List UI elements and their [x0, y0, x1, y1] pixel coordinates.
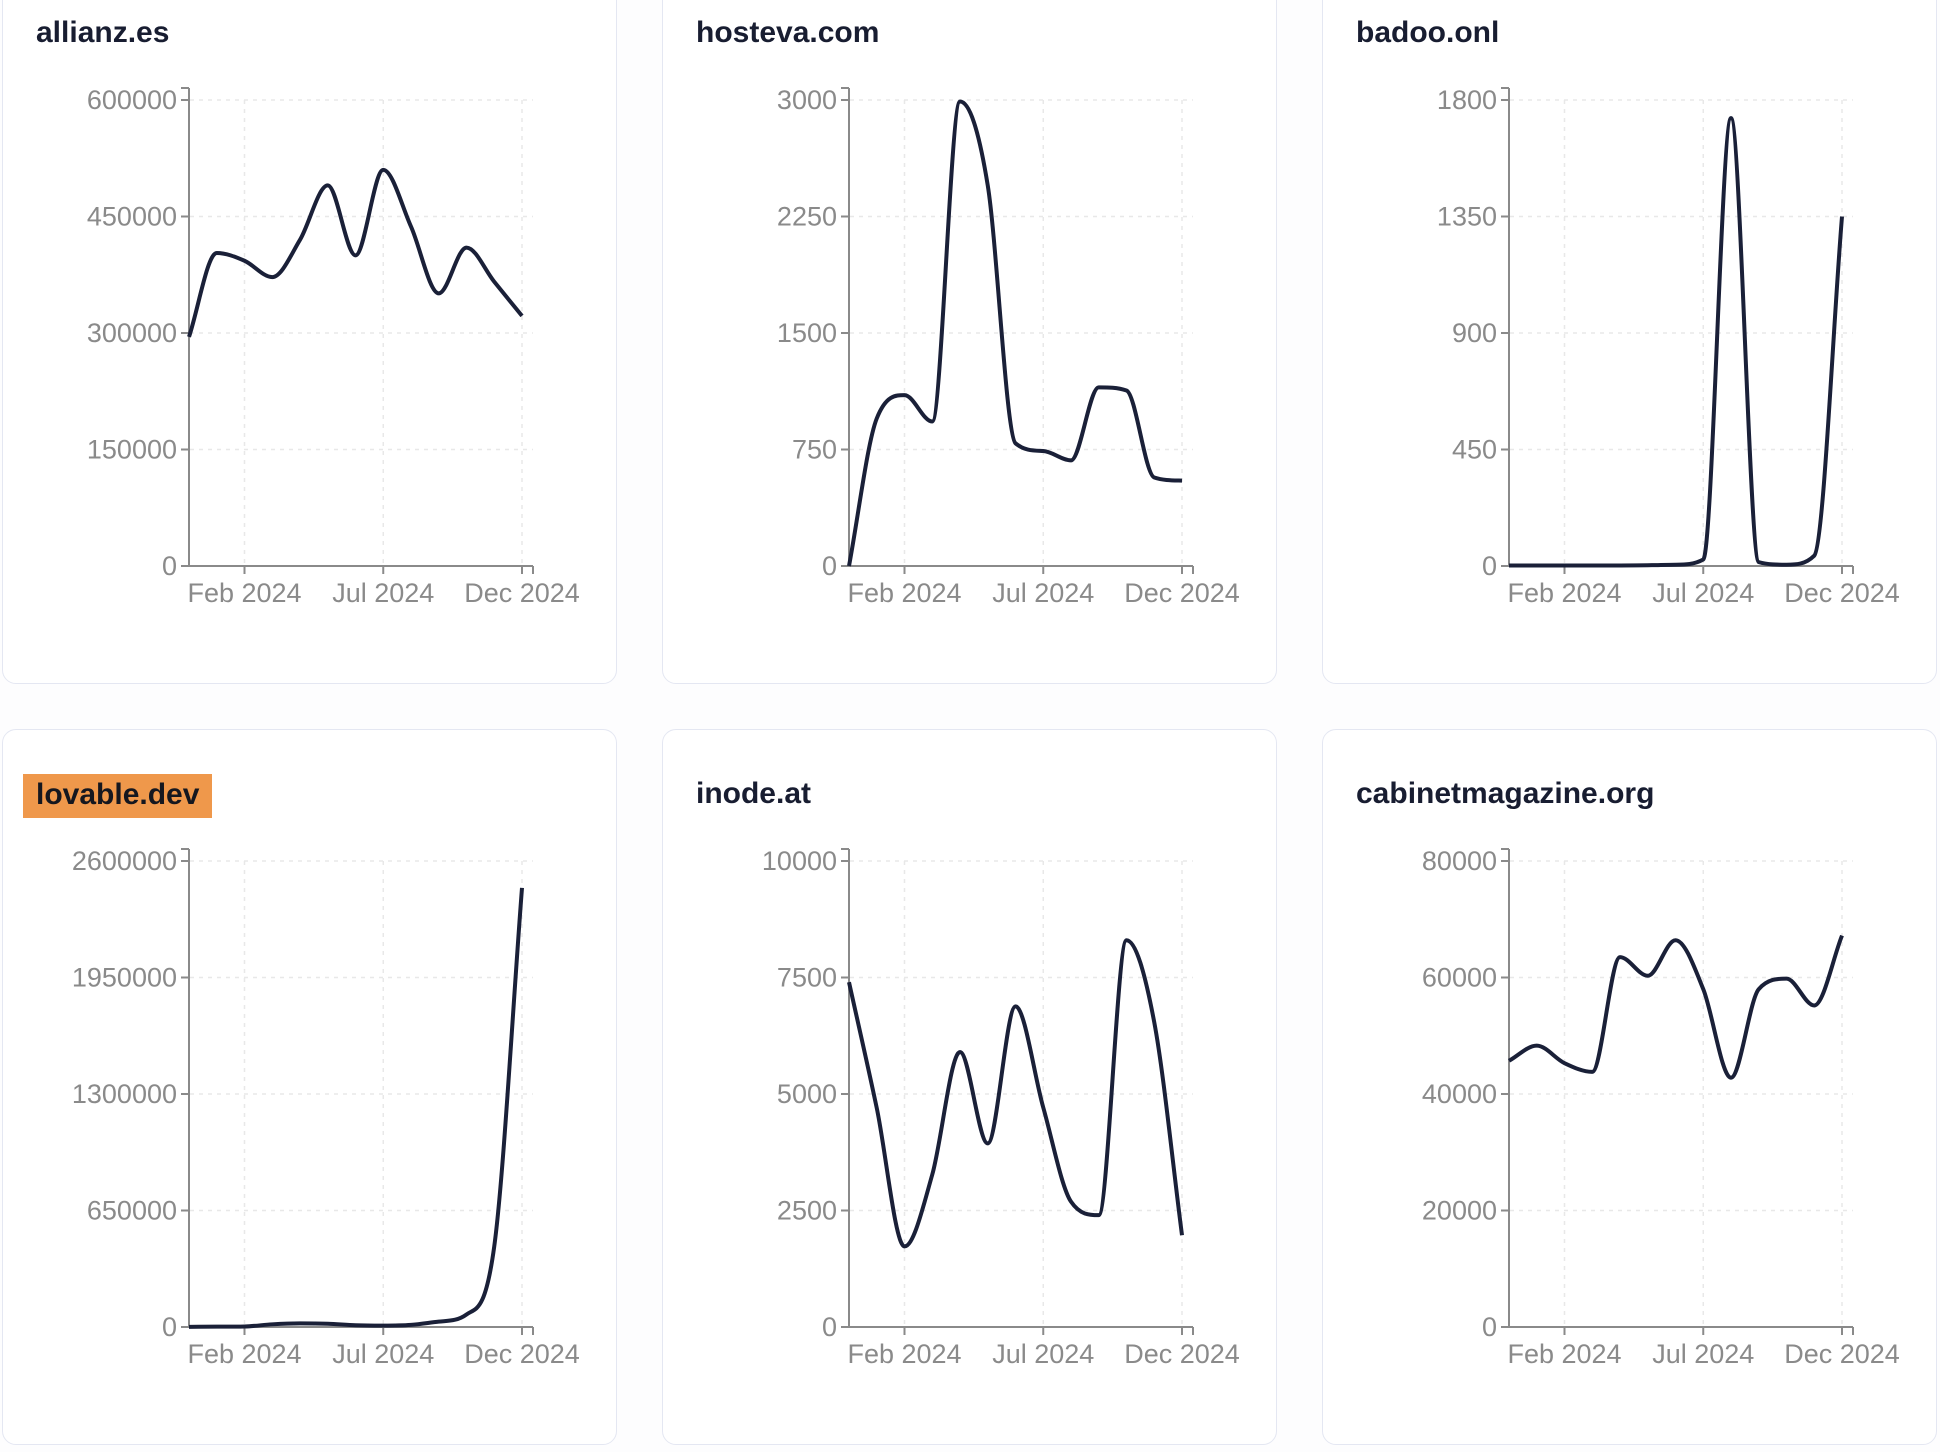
y-tick-label: 450000	[87, 202, 177, 232]
chart-title-text: badoo.onl	[1356, 16, 1500, 49]
x-tick-label: Jul 2024	[1652, 578, 1754, 608]
y-tick-label: 7500	[777, 963, 837, 993]
gridlines	[850, 99, 1193, 565]
chart-title: hosteva.com	[696, 13, 879, 53]
chart-title: badoo.onl	[1356, 13, 1499, 53]
chart-title: lovable.dev	[23, 774, 213, 818]
y-tick-label: 900	[1452, 318, 1497, 348]
axes	[1501, 848, 1854, 1335]
data-line	[847, 99, 1183, 567]
chart-card[interactable]: inode.at 0 2500 5000 7500 10000 Feb 2024 Jul 2…	[662, 729, 1277, 1445]
data-line	[187, 167, 524, 338]
chart-title-text: hosteva.com	[696, 16, 880, 49]
data-line	[188, 887, 524, 1329]
data-line	[1508, 116, 1844, 568]
axes	[841, 87, 1194, 574]
y-tick-label: 1500	[777, 318, 837, 348]
chart-title: cabinetmagazine.org	[1356, 774, 1654, 814]
line-chart-svg: 0 650000 1300000 1950000 2600000 Feb 2024 Jul …	[72, 846, 580, 1369]
gridlines	[190, 99, 533, 565]
line-chart-svg: 0 450 900 1350 1800 Feb 2024 Jul 2024 Dec 2024	[1437, 85, 1900, 608]
line-chart-svg: 0 750 1500 2250 3000 Feb 2024 Jul 2024 Dec 2024	[777, 85, 1240, 608]
x-tick-label: Feb 2024	[1507, 578, 1621, 608]
chart-card[interactable]: cabinetmagazine.org 0 20000 40000 60000 8000…	[1322, 729, 1937, 1445]
x-tick-label: Feb 2024	[187, 578, 301, 608]
data-line	[1507, 934, 1844, 1080]
y-tick-label: 0	[822, 551, 837, 581]
data-line	[847, 938, 1184, 1249]
y-tick-label: 1300000	[72, 1079, 177, 1109]
y-tick-label: 150000	[87, 435, 177, 465]
y-tick-label: 0	[1482, 551, 1497, 581]
x-tick-label: Jul 2024	[992, 578, 1094, 608]
chart-title-text: inode.at	[696, 777, 812, 810]
y-tick-label: 2250	[777, 202, 837, 232]
chart-title-text: allianz.es	[36, 16, 170, 49]
x-tick-label: Jul 2024	[1652, 1339, 1754, 1369]
axes	[181, 87, 534, 574]
y-tick-label: 2500	[777, 1196, 837, 1226]
y-tick-label: 40000	[1422, 1079, 1497, 1109]
line-chart-svg: 0 150000 300000 450000 600000 Feb 2024 Jul 202…	[87, 85, 580, 608]
chart-card[interactable]: allianz.es 0 150000 300000 450000 600000 Feb …	[2, 0, 617, 684]
y-tick-label: 0	[822, 1312, 837, 1342]
y-tick-label: 3000	[777, 85, 837, 115]
y-tick-label: 2600000	[72, 846, 177, 876]
chart-card[interactable]: hosteva.com 0 750 1500 2250 3000 Feb 2024 Jul …	[662, 0, 1277, 684]
y-tick-label: 600000	[87, 85, 177, 115]
x-tick-label: Dec 2024	[464, 1339, 580, 1369]
x-tick-label: Jul 2024	[992, 1339, 1094, 1369]
y-tick-label: 450	[1452, 435, 1497, 465]
y-tick-label: 10000	[762, 846, 837, 876]
chart-title: inode.at	[696, 774, 811, 814]
y-tick-label: 1800	[1437, 85, 1497, 115]
chart-title-text: cabinetmagazine.org	[1356, 777, 1655, 810]
x-tick-label: Feb 2024	[847, 1339, 961, 1369]
x-tick-label: Dec 2024	[1784, 578, 1900, 608]
y-tick-label: 750	[792, 435, 837, 465]
gridlines	[1510, 860, 1853, 1326]
chart-title-text: lovable.dev	[23, 774, 213, 818]
line-chart-svg: 0 2500 5000 7500 10000 Feb 2024 Jul 2024 Dec 20…	[762, 846, 1240, 1369]
y-tick-label: 0	[162, 551, 177, 581]
x-tick-label: Feb 2024	[187, 1339, 301, 1369]
tick-labels: 0 450 900 1350 1800 Feb 2024 Jul 2024 Dec 2024	[1437, 85, 1900, 608]
chart-card[interactable]: lovable.dev 0 650000 1300000 1950000 2600000…	[2, 729, 617, 1445]
tick-labels: 0 750 1500 2250 3000 Feb 2024 Jul 2024 Dec 2024	[777, 85, 1240, 608]
x-tick-label: Dec 2024	[464, 578, 580, 608]
x-tick-label: Dec 2024	[1124, 578, 1240, 608]
chart-title: allianz.es	[36, 13, 169, 53]
y-tick-label: 300000	[87, 318, 177, 348]
line-chart-svg: 0 20000 40000 60000 80000 Feb 2024 Jul 2024 Dec…	[1422, 846, 1900, 1369]
axes	[841, 848, 1194, 1335]
gridlines	[850, 860, 1193, 1326]
y-tick-label: 0	[1482, 1312, 1497, 1342]
tick-labels: 0 2500 5000 7500 10000 Feb 2024 Jul 2024 Dec 20…	[762, 846, 1240, 1369]
y-tick-label: 0	[162, 1312, 177, 1342]
y-tick-label: 1350	[1437, 202, 1497, 232]
axes	[1501, 87, 1854, 574]
gridlines	[1510, 99, 1853, 565]
y-tick-label: 5000	[777, 1079, 837, 1109]
x-tick-label: Dec 2024	[1124, 1339, 1240, 1369]
x-tick-label: Jul 2024	[332, 578, 434, 608]
axes	[181, 848, 534, 1335]
y-tick-label: 80000	[1422, 846, 1497, 876]
chart-card[interactable]: badoo.onl 0 450 900 1350 1800 Feb 2024 Jul 202…	[1322, 0, 1937, 684]
x-tick-label: Dec 2024	[1784, 1339, 1900, 1369]
tick-labels: 0 650000 1300000 1950000 2600000 Feb 2024 Jul …	[72, 846, 580, 1369]
y-tick-label: 20000	[1422, 1196, 1497, 1226]
x-tick-label: Feb 2024	[847, 578, 961, 608]
x-tick-label: Feb 2024	[1507, 1339, 1621, 1369]
y-tick-label: 650000	[87, 1196, 177, 1226]
tick-labels: 0 20000 40000 60000 80000 Feb 2024 Jul 2024 Dec…	[1422, 846, 1900, 1369]
gridlines	[190, 860, 533, 1326]
y-tick-label: 60000	[1422, 963, 1497, 993]
tick-labels: 0 150000 300000 450000 600000 Feb 2024 Jul 202…	[87, 85, 580, 608]
y-tick-label: 1950000	[72, 963, 177, 993]
x-tick-label: Jul 2024	[332, 1339, 434, 1369]
